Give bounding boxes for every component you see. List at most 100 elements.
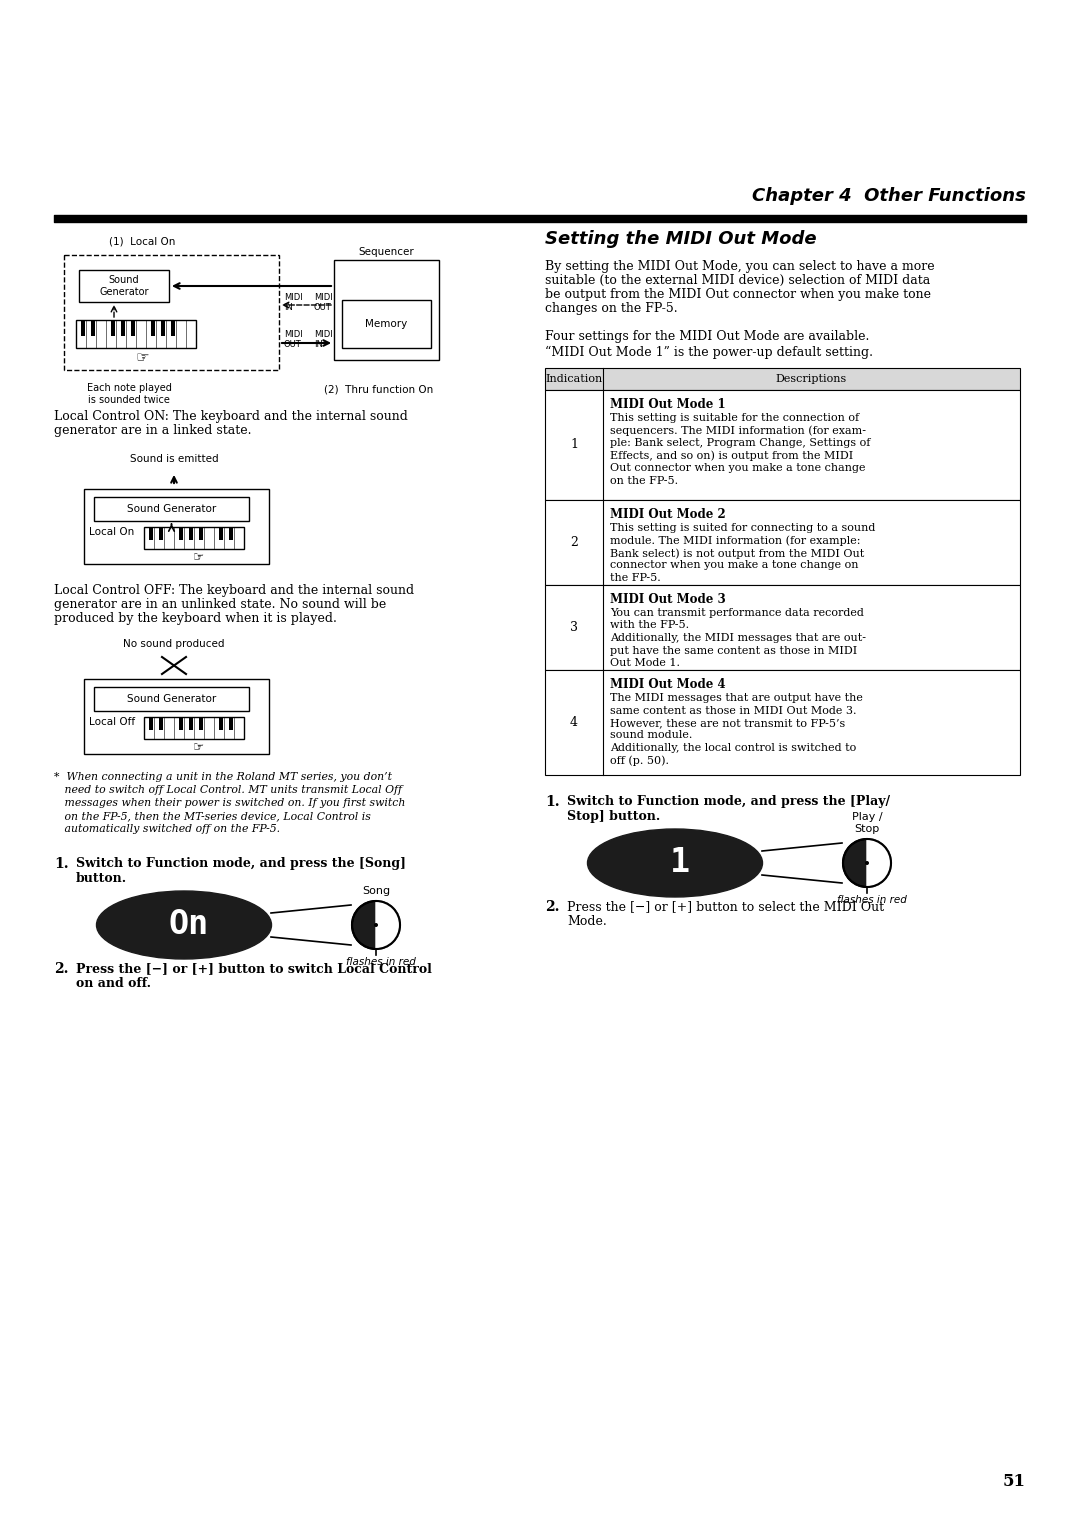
Text: 1.: 1. bbox=[545, 795, 559, 808]
Text: MIDI
IN: MIDI IN bbox=[314, 330, 333, 350]
Text: Sound Generator: Sound Generator bbox=[126, 694, 216, 704]
Text: Setting the MIDI Out Mode: Setting the MIDI Out Mode bbox=[545, 231, 816, 248]
Circle shape bbox=[843, 839, 891, 886]
Text: Memory: Memory bbox=[365, 319, 407, 329]
Text: sequencers. The MIDI information (for exam-: sequencers. The MIDI information (for ex… bbox=[610, 425, 866, 435]
Text: flashes in red: flashes in red bbox=[837, 895, 907, 905]
Text: MIDI Out Mode 3: MIDI Out Mode 3 bbox=[610, 593, 726, 607]
Text: generator are in an unlinked state. No sound will be: generator are in an unlinked state. No s… bbox=[54, 597, 387, 611]
FancyBboxPatch shape bbox=[218, 717, 222, 730]
FancyBboxPatch shape bbox=[159, 717, 162, 730]
Text: This setting is suitable for the connection of: This setting is suitable for the connect… bbox=[610, 413, 859, 423]
FancyBboxPatch shape bbox=[545, 585, 1020, 669]
FancyBboxPatch shape bbox=[159, 527, 162, 541]
Text: You can transmit performance data recorded: You can transmit performance data record… bbox=[610, 608, 864, 617]
FancyBboxPatch shape bbox=[149, 527, 152, 541]
Text: sound module.: sound module. bbox=[610, 730, 692, 741]
Text: Four settings for the MIDI Out Mode are available.: Four settings for the MIDI Out Mode are … bbox=[545, 330, 869, 342]
FancyBboxPatch shape bbox=[545, 669, 1020, 775]
Text: ple: Bank select, Program Change, Settings of: ple: Bank select, Program Change, Settin… bbox=[610, 439, 870, 448]
Text: Out connector when you make a tone change: Out connector when you make a tone chang… bbox=[610, 463, 865, 474]
Text: 1: 1 bbox=[670, 847, 690, 880]
Text: messages when their power is switched on. If you first switch: messages when their power is switched on… bbox=[54, 798, 405, 808]
Text: However, these are not transmit to FP-5’s: However, these are not transmit to FP-5’… bbox=[610, 718, 846, 727]
Text: put have the same content as those in MIDI: put have the same content as those in MI… bbox=[610, 645, 858, 656]
Text: automatically switched off on the FP-5.: automatically switched off on the FP-5. bbox=[54, 824, 280, 834]
Text: 51: 51 bbox=[1003, 1473, 1026, 1490]
Text: Play /
Stop: Play / Stop bbox=[852, 813, 882, 834]
FancyBboxPatch shape bbox=[84, 678, 269, 753]
Text: On: On bbox=[168, 909, 210, 941]
FancyBboxPatch shape bbox=[178, 527, 183, 541]
Text: 2: 2 bbox=[570, 536, 578, 549]
Text: The MIDI messages that are output have the: The MIDI messages that are output have t… bbox=[610, 694, 863, 703]
FancyBboxPatch shape bbox=[150, 319, 154, 336]
Text: By setting the MIDI Out Mode, you can select to have a more: By setting the MIDI Out Mode, you can se… bbox=[545, 260, 934, 274]
Text: Local Control OFF: The keyboard and the internal sound: Local Control OFF: The keyboard and the … bbox=[54, 584, 414, 597]
Text: (1)  Local On: (1) Local On bbox=[109, 237, 175, 248]
FancyBboxPatch shape bbox=[81, 319, 84, 336]
Text: same content as those in MIDI Out Mode 3.: same content as those in MIDI Out Mode 3… bbox=[610, 706, 856, 715]
FancyBboxPatch shape bbox=[342, 299, 431, 348]
FancyBboxPatch shape bbox=[334, 260, 438, 361]
FancyBboxPatch shape bbox=[218, 527, 222, 541]
Text: be output from the MIDI Out connector when you make tone: be output from the MIDI Out connector wh… bbox=[545, 287, 931, 301]
Text: MIDI Out Mode 4: MIDI Out Mode 4 bbox=[610, 678, 726, 691]
Text: connector when you make a tone change on: connector when you make a tone change on bbox=[610, 561, 859, 570]
Text: 4: 4 bbox=[570, 717, 578, 729]
FancyBboxPatch shape bbox=[94, 497, 249, 521]
Text: Stop] button.: Stop] button. bbox=[567, 810, 660, 824]
FancyBboxPatch shape bbox=[545, 390, 1020, 500]
Text: produced by the keyboard when it is played.: produced by the keyboard when it is play… bbox=[54, 613, 337, 625]
FancyBboxPatch shape bbox=[545, 368, 1020, 390]
Text: flashes in red: flashes in red bbox=[346, 957, 416, 967]
Text: Sound Generator: Sound Generator bbox=[126, 504, 216, 513]
Text: “MIDI Out Mode 1” is the power-up default setting.: “MIDI Out Mode 1” is the power-up defaul… bbox=[545, 345, 873, 359]
FancyBboxPatch shape bbox=[121, 319, 124, 336]
Text: 1.: 1. bbox=[54, 857, 69, 871]
Text: 2.: 2. bbox=[54, 963, 68, 976]
FancyBboxPatch shape bbox=[199, 527, 203, 541]
Text: Each note played
is sounded twice: Each note played is sounded twice bbox=[86, 384, 172, 405]
Text: changes on the FP-5.: changes on the FP-5. bbox=[545, 303, 677, 315]
FancyBboxPatch shape bbox=[229, 717, 232, 730]
Text: Bank select) is not output from the MIDI Out: Bank select) is not output from the MIDI… bbox=[610, 549, 864, 559]
Text: Local On: Local On bbox=[89, 527, 134, 536]
Text: Out Mode 1.: Out Mode 1. bbox=[610, 659, 680, 668]
Text: Switch to Function mode, and press the [Play/: Switch to Function mode, and press the [… bbox=[567, 795, 890, 808]
Text: ☞: ☞ bbox=[135, 350, 149, 365]
FancyBboxPatch shape bbox=[131, 319, 135, 336]
Text: *  When connecting a unit in the Roland MT series, you don’t: * When connecting a unit in the Roland M… bbox=[54, 772, 392, 782]
Ellipse shape bbox=[588, 830, 762, 897]
Circle shape bbox=[374, 923, 378, 927]
FancyBboxPatch shape bbox=[545, 500, 1020, 585]
FancyBboxPatch shape bbox=[199, 717, 203, 730]
FancyBboxPatch shape bbox=[76, 319, 195, 348]
FancyBboxPatch shape bbox=[171, 319, 175, 336]
FancyBboxPatch shape bbox=[229, 527, 232, 541]
Text: need to switch off Local Control. MT units transmit Local Off: need to switch off Local Control. MT uni… bbox=[54, 785, 402, 795]
Ellipse shape bbox=[96, 891, 271, 960]
Text: Mode.: Mode. bbox=[567, 915, 607, 927]
Text: Additionally, the MIDI messages that are out-: Additionally, the MIDI messages that are… bbox=[610, 633, 866, 643]
Text: (2)  Thru function On: (2) Thru function On bbox=[324, 385, 433, 396]
Text: MIDI
IN: MIDI IN bbox=[284, 293, 302, 312]
Polygon shape bbox=[867, 839, 891, 886]
Text: on the FP-5.: on the FP-5. bbox=[610, 475, 678, 486]
Text: on the FP-5, then the MT-series device, Local Control is: on the FP-5, then the MT-series device, … bbox=[54, 811, 370, 821]
FancyBboxPatch shape bbox=[149, 717, 152, 730]
Text: Press the [−] or [+] button to switch Local Control: Press the [−] or [+] button to switch Lo… bbox=[76, 963, 432, 975]
Text: Chapter 4  Other Functions: Chapter 4 Other Functions bbox=[752, 186, 1026, 205]
Text: Additionally, the local control is switched to: Additionally, the local control is switc… bbox=[610, 743, 856, 753]
Text: Song: Song bbox=[362, 886, 390, 895]
Text: MIDI Out Mode 2: MIDI Out Mode 2 bbox=[610, 507, 726, 521]
Text: off (p. 50).: off (p. 50). bbox=[610, 755, 669, 766]
Text: Effects, and so on) is output from the MIDI: Effects, and so on) is output from the M… bbox=[610, 451, 853, 461]
Text: ☞: ☞ bbox=[193, 552, 204, 564]
Text: MIDI Out Mode 1: MIDI Out Mode 1 bbox=[610, 397, 726, 411]
Text: 2.: 2. bbox=[545, 900, 559, 914]
Text: Press the [−] or [+] button to select the MIDI Out: Press the [−] or [+] button to select th… bbox=[567, 900, 885, 914]
Text: the FP-5.: the FP-5. bbox=[610, 573, 661, 584]
FancyBboxPatch shape bbox=[189, 717, 192, 730]
Polygon shape bbox=[376, 902, 400, 949]
